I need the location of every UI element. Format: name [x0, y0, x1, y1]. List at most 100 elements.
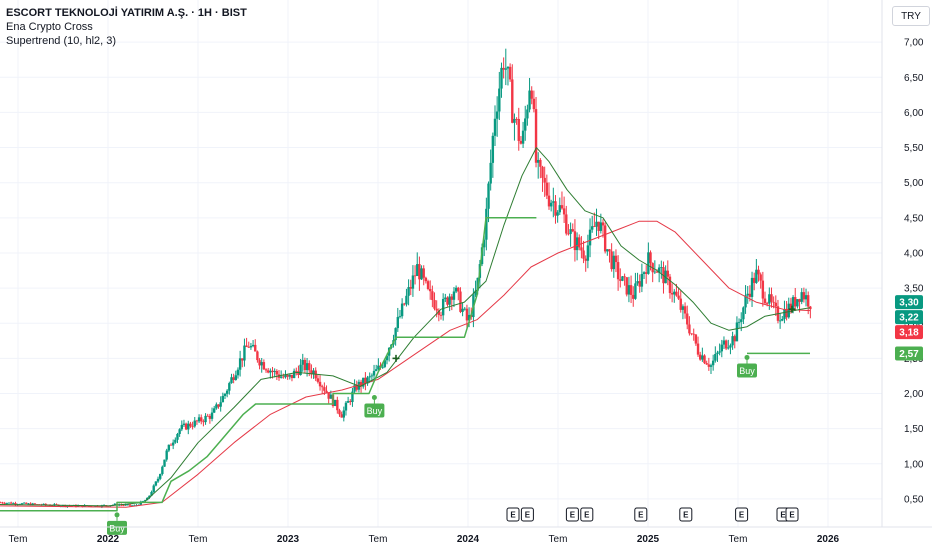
candle-body — [778, 320, 782, 322]
candle-body — [189, 423, 192, 427]
candle-body — [431, 291, 434, 301]
candle-body — [271, 370, 274, 372]
candle-body — [264, 369, 268, 371]
candle-body — [493, 118, 497, 136]
symbol-title[interactable]: ESCORT TEKNOLOJİ YATIRIM A.Ş. · 1H · BIS… — [6, 7, 247, 19]
candle-body — [76, 505, 80, 507]
candle-body — [228, 383, 231, 391]
cross-marker — [788, 305, 796, 313]
candle-body — [645, 272, 648, 274]
candle-body — [310, 370, 313, 375]
candle-body — [709, 365, 713, 367]
earnings-event-label: E — [584, 511, 590, 520]
candle-body — [731, 336, 734, 346]
candle-body — [156, 478, 160, 482]
candle-body — [794, 297, 797, 307]
candle-body — [547, 195, 551, 207]
candle-body — [191, 426, 194, 428]
candle-body — [63, 505, 67, 507]
candle-body — [424, 277, 428, 282]
candle-body — [606, 249, 609, 252]
indicator-supertrend[interactable]: Supertrend (10, hl2, 3) — [6, 35, 117, 47]
candle-body — [744, 295, 747, 308]
candle-body — [325, 390, 328, 393]
candle-body — [247, 346, 250, 348]
candle-body — [727, 347, 730, 349]
candle-body — [789, 303, 793, 311]
candle-body — [705, 363, 708, 365]
candle-body — [312, 370, 315, 375]
earnings-event-icon: E — [735, 507, 749, 522]
indicator-lines — [0, 147, 811, 512]
candle-body — [549, 202, 553, 207]
buy-signal-box — [737, 363, 757, 378]
candle-body — [673, 291, 676, 295]
time-axis[interactable]: Tem 2022 Tem 2023 Tem 2024 Tem 2025 Tem 2026 — [9, 534, 840, 545]
candle-body — [12, 503, 15, 504]
earnings-event-box — [580, 507, 594, 522]
candle-body — [364, 377, 367, 384]
candle-body — [113, 503, 117, 505]
candle-body — [366, 377, 369, 384]
candle-body — [187, 423, 190, 430]
candle-body — [735, 322, 739, 342]
candle-body — [534, 109, 538, 163]
candle-body — [416, 264, 419, 276]
earnings-event-box — [506, 507, 520, 522]
candle-body — [463, 308, 466, 310]
candle-body — [154, 481, 158, 486]
candle-body — [573, 231, 577, 251]
price-tag-box — [895, 346, 923, 361]
candle-body — [152, 485, 155, 492]
candle-body — [55, 504, 58, 506]
candle-body — [143, 500, 147, 502]
candle-body — [292, 370, 296, 379]
candle-body — [495, 111, 499, 119]
candle-body — [275, 370, 279, 375]
price-tags: 3,30 3,22 3,18 2,57 — [895, 295, 923, 361]
candle-body — [14, 503, 17, 505]
candle-body — [284, 375, 287, 378]
candle-body — [787, 303, 790, 318]
earnings-event-label: E — [683, 511, 689, 520]
candle-body — [800, 292, 803, 302]
y-tick-label: 1,50 — [904, 424, 924, 435]
candle-body — [413, 275, 417, 277]
candle-body — [696, 343, 700, 355]
candle-body — [711, 360, 715, 366]
candle-body — [225, 390, 229, 394]
y-tick-label: 5,50 — [904, 143, 924, 154]
candle-body — [765, 303, 769, 304]
candle-body — [254, 344, 257, 352]
candle-body — [530, 90, 533, 99]
candle-body — [569, 229, 572, 234]
candle-body — [165, 450, 168, 460]
earnings-event-icon: E — [580, 507, 594, 522]
candle-body — [804, 295, 808, 300]
candle-body — [422, 268, 425, 278]
candle-body — [20, 503, 24, 505]
price-tag-label: 3,18 — [899, 328, 919, 339]
candle-body — [796, 299, 799, 307]
price-tag-box — [895, 325, 923, 340]
candle-body — [660, 267, 663, 268]
candle-body — [375, 369, 378, 371]
candle-body — [567, 233, 570, 235]
supertrend-line — [0, 217, 537, 512]
candle-body — [668, 276, 672, 294]
candle-body — [215, 404, 218, 409]
candle-body — [195, 420, 199, 422]
x-tick-label: Tem — [189, 534, 208, 545]
ema-slow-line — [0, 220, 811, 508]
candle-body — [683, 306, 687, 314]
candle-body — [411, 275, 415, 289]
candle-body — [554, 201, 557, 216]
candle-body — [210, 412, 214, 419]
candle-body — [588, 229, 592, 246]
candle-body — [627, 285, 631, 295]
currency-button[interactable]: TRY — [892, 6, 930, 26]
price-axis[interactable]: 0,501,001,502,002,503,003,504,004,505,00… — [904, 38, 924, 506]
candle-body — [599, 222, 603, 231]
indicator-ema-cross[interactable]: Ena Crypto Cross — [6, 21, 93, 33]
